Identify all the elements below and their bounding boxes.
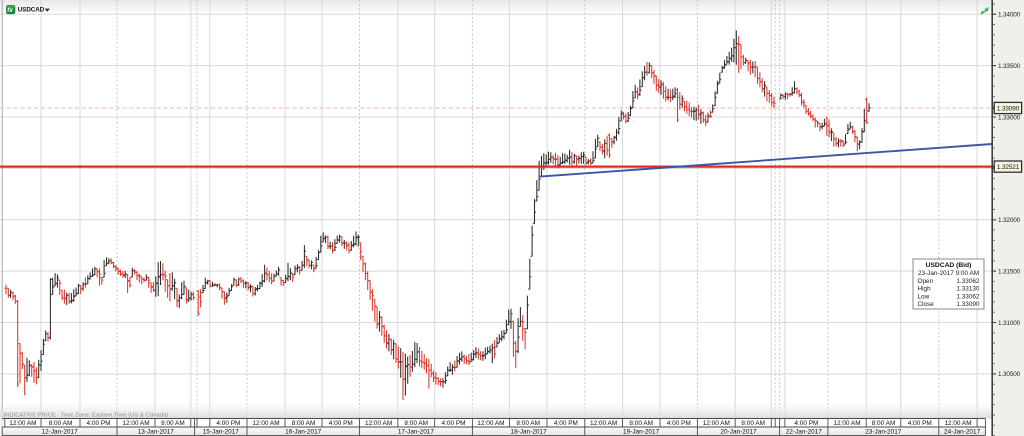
svg-text:15-Jan-2017: 15-Jan-2017 — [203, 429, 240, 436]
svg-text:4:00 PM: 4:00 PM — [667, 420, 691, 427]
svg-text:8:00 AM: 8:00 AM — [516, 420, 540, 427]
svg-text:fx: fx — [7, 7, 13, 14]
svg-text:8:00 AM: 8:00 AM — [404, 420, 428, 427]
svg-text:12:00 AM: 12:00 AM — [9, 420, 36, 427]
svg-text:12:00 AM: 12:00 AM — [252, 420, 279, 427]
svg-text:8:00 AM: 8:00 AM — [741, 420, 765, 427]
svg-text:1.33130: 1.33130 — [956, 286, 980, 293]
svg-text:23-Jan-2017 9:00 AM: 23-Jan-2017 9:00 AM — [918, 270, 979, 277]
svg-text:1.32521: 1.32521 — [997, 164, 1020, 171]
svg-text:4:00 PM: 4:00 PM — [442, 420, 466, 427]
svg-text:20-Jan-2017: 20-Jan-2017 — [720, 429, 757, 436]
svg-text:Open: Open — [918, 278, 934, 285]
svg-text:1.33090: 1.33090 — [997, 105, 1020, 112]
svg-text:22-Jan-2017: 22-Jan-2017 — [786, 429, 823, 436]
svg-text:8:00 AM: 8:00 AM — [629, 420, 653, 427]
svg-text:Close: Close — [918, 301, 935, 308]
svg-text:23-Jan-2017: 23-Jan-2017 — [865, 429, 902, 436]
svg-text:24-Jan-2017: 24-Jan-2017 — [944, 429, 981, 436]
svg-text:19-Jan-2017: 19-Jan-2017 — [623, 429, 660, 436]
svg-text:1.31500: 1.31500 — [998, 268, 1021, 275]
svg-text:INDICATIVE PRICE Time Zone:: INDICATIVE PRICE Time Zone: Eastern Time… — [4, 412, 169, 418]
svg-text:8:00 AM: 8:00 AM — [161, 420, 185, 427]
svg-text:1.33090: 1.33090 — [956, 301, 980, 308]
svg-text:1.32000: 1.32000 — [998, 217, 1021, 224]
svg-text:USDCAD: USDCAD — [18, 7, 45, 14]
svg-text:12:00 AM: 12:00 AM — [703, 420, 730, 427]
svg-text:12-Jan-2017: 12-Jan-2017 — [42, 429, 79, 436]
svg-text:12:00 AM: 12:00 AM — [944, 420, 971, 427]
svg-text:4:00 PM: 4:00 PM — [216, 420, 240, 427]
svg-text:High: High — [918, 286, 932, 293]
svg-text:18-Jan-2017: 18-Jan-2017 — [511, 429, 548, 436]
svg-text:4:00 PM: 4:00 PM — [908, 420, 932, 427]
svg-text:4:00 PM: 4:00 PM — [329, 420, 353, 427]
svg-text:12:00 AM: 12:00 AM — [590, 420, 617, 427]
svg-text:1.30500: 1.30500 — [998, 371, 1021, 378]
svg-text:1.34000: 1.34000 — [998, 12, 1021, 19]
svg-text:USDCAD (Bid): USDCAD (Bid) — [926, 262, 972, 269]
svg-text:8:00 AM: 8:00 AM — [292, 420, 316, 427]
svg-text:1.33500: 1.33500 — [998, 63, 1021, 70]
svg-text:4:00 PM: 4:00 PM — [554, 420, 578, 427]
svg-text:4:00 PM: 4:00 PM — [794, 420, 818, 427]
svg-text:Low: Low — [918, 293, 930, 300]
svg-text:12:00 AM: 12:00 AM — [122, 420, 149, 427]
svg-text:12:00 AM: 12:00 AM — [833, 420, 860, 427]
svg-text:1.33062: 1.33062 — [956, 278, 980, 285]
svg-text:12:00 AM: 12:00 AM — [477, 420, 504, 427]
svg-text:17-Jan-2017: 17-Jan-2017 — [398, 429, 435, 436]
svg-text:4:00 PM: 4:00 PM — [87, 420, 111, 427]
svg-text:1.31000: 1.31000 — [998, 320, 1021, 327]
svg-text:12:00 AM: 12:00 AM — [365, 420, 392, 427]
svg-text:8:00 AM: 8:00 AM — [49, 420, 73, 427]
svg-text:1.33062: 1.33062 — [956, 293, 980, 300]
svg-text:16-Jan-2017: 16-Jan-2017 — [285, 429, 322, 436]
svg-text:1.33000: 1.33000 — [998, 114, 1021, 121]
svg-text:13-Jan-2017: 13-Jan-2017 — [138, 429, 175, 436]
svg-text:8:00 AM: 8:00 AM — [872, 420, 896, 427]
